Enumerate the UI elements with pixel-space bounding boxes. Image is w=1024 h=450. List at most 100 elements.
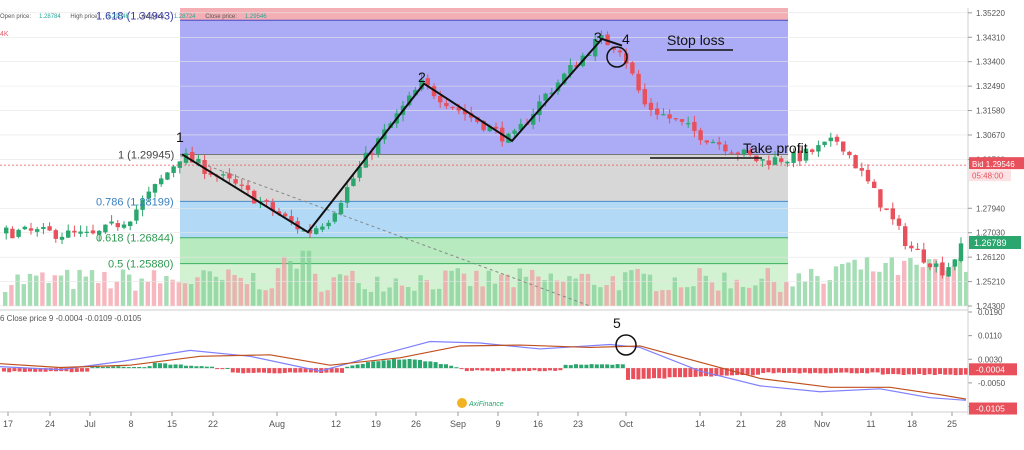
- volume-bar: [728, 288, 733, 306]
- macd-hist-bar: [293, 368, 298, 373]
- volume-bar: [579, 273, 584, 306]
- macd-hist-bar: [246, 368, 251, 373]
- macd-hist-bar: [626, 368, 630, 380]
- macd-hist-bar: [896, 368, 901, 375]
- candle: [952, 258, 957, 271]
- candle: [865, 164, 871, 184]
- candle: [555, 79, 561, 95]
- volume-bar: [647, 274, 653, 306]
- macd-hist-bar: [80, 368, 84, 372]
- candle: [47, 222, 52, 232]
- volume-bar: [381, 291, 386, 306]
- volume-bar: [58, 275, 64, 306]
- volume-bar: [753, 285, 758, 306]
- macd-hist-bar: [548, 368, 552, 371]
- volume-bar: [71, 289, 76, 306]
- macd-hist-bar: [594, 364, 599, 369]
- macd-hist-bar: [184, 365, 188, 369]
- macd-hist-bar: [334, 368, 339, 373]
- candle-body: [859, 168, 864, 171]
- wave-polyline: [181, 37, 623, 234]
- macd-hist-bar: [100, 366, 105, 369]
- volume-bar: [523, 276, 529, 306]
- time-tick-label: 15: [167, 419, 177, 429]
- macd-hist-bar: [449, 365, 454, 369]
- candle-body: [444, 102, 449, 107]
- candle: [10, 226, 15, 239]
- macd-hist-bar: [324, 368, 329, 373]
- volume-bar: [691, 286, 696, 306]
- bid-price-badge: [969, 157, 1024, 170]
- volume-bar: [852, 259, 857, 306]
- price-tick-label: 1.35220: [976, 9, 1005, 18]
- candle: [97, 230, 102, 241]
- macd-hist-bar: [158, 363, 162, 369]
- macd-hist-bar: [433, 362, 438, 369]
- volume-bar: [89, 270, 95, 306]
- volume-bar: [412, 290, 417, 306]
- candle-body: [915, 248, 920, 250]
- time-tick-label: 21: [736, 419, 746, 429]
- macd-hist-bar: [886, 368, 890, 375]
- macd-hist-bar: [350, 365, 355, 369]
- macd-hist-bar: [667, 368, 672, 378]
- volume-bar: [368, 291, 374, 306]
- macd-hist-bar: [454, 367, 459, 369]
- candle: [146, 186, 151, 203]
- time-tick-label: 19: [371, 419, 381, 429]
- volume-bar: [226, 269, 231, 306]
- candle: [841, 141, 846, 155]
- macd-hist-bar: [288, 368, 292, 373]
- volume-bar: [957, 258, 963, 306]
- candle-body: [264, 200, 269, 202]
- macd-hist-bar: [137, 366, 142, 369]
- volume-bar: [331, 277, 336, 306]
- volume-bar: [474, 270, 479, 306]
- volume-bar: [34, 275, 39, 306]
- candle: [152, 183, 158, 198]
- volume-bar: [120, 269, 126, 306]
- candle: [444, 98, 449, 110]
- macd-hist-bar: [792, 368, 797, 373]
- candle-body: [208, 172, 213, 175]
- candle: [345, 182, 350, 208]
- macd-hist-bar: [397, 359, 402, 369]
- macd-hist-bar: [381, 360, 386, 369]
- volume-bar: [747, 287, 752, 306]
- macd-hist-bar: [464, 368, 469, 372]
- macd-hist-bar: [834, 368, 838, 373]
- wave-4-circle: [606, 46, 628, 68]
- macd-hist-bar: [766, 368, 771, 373]
- candle-body: [72, 230, 77, 233]
- candle-body: [791, 151, 796, 163]
- candle: [326, 220, 331, 230]
- wave-5-circle: [615, 334, 637, 356]
- macd-hist-bar: [605, 364, 610, 369]
- candle: [78, 225, 83, 238]
- candle-body: [543, 93, 548, 101]
- candle: [512, 128, 517, 138]
- macd-hist-bar: [308, 368, 313, 373]
- time-tick-label: 26: [411, 419, 421, 429]
- price-tick-label: 1.27940: [976, 204, 1005, 213]
- candle-body: [903, 226, 908, 246]
- macd-hist-bar: [251, 368, 256, 373]
- candle: [140, 195, 145, 217]
- volume-bar: [65, 269, 70, 306]
- candle: [667, 109, 672, 124]
- candle-body: [909, 245, 914, 249]
- bid-time-badge: [969, 170, 1011, 182]
- volume-bar: [871, 271, 876, 306]
- volume-bar: [189, 284, 194, 306]
- candle-body: [326, 222, 331, 227]
- volume-bar: [306, 250, 312, 306]
- volume-bar: [288, 261, 293, 306]
- macd-hist-bar: [95, 366, 100, 369]
- macd-hist-bar: [771, 368, 776, 374]
- macd-hist-bar: [839, 368, 844, 373]
- volume-bar: [821, 283, 826, 306]
- volume-bar: [151, 270, 157, 306]
- price-tick-label: 1.25210: [976, 278, 1005, 287]
- volume-bar: [672, 277, 677, 306]
